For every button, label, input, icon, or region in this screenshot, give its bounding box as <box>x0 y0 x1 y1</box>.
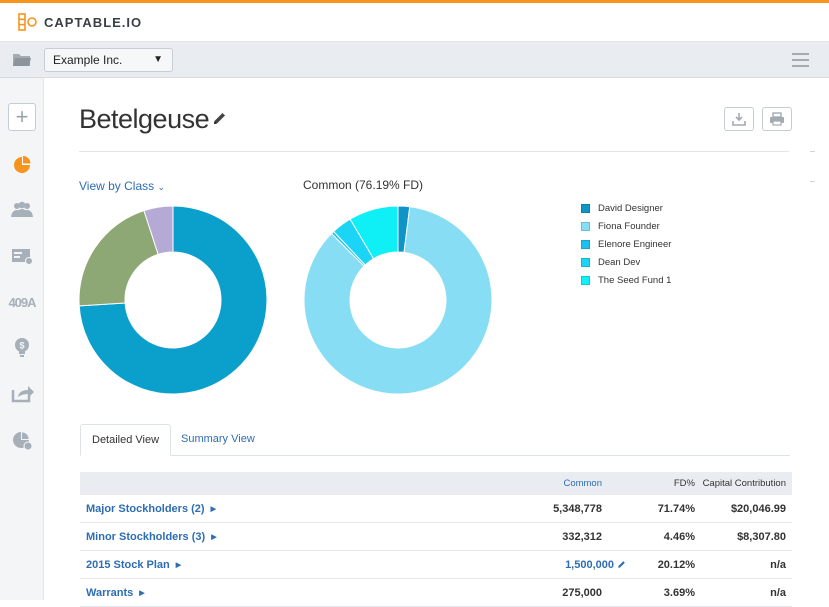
row-capital: $20,046.99 <box>730 503 786 515</box>
svg-text:$: $ <box>19 341 24 351</box>
lightbulb-icon[interactable]: $ <box>8 334 36 362</box>
row-capital: $8,307.80 <box>737 531 786 543</box>
donut-slice[interactable] <box>143 205 174 255</box>
download-icon <box>732 113 746 126</box>
row-fd: 4.46% <box>663 531 695 543</box>
row-fd: 71.74% <box>657 503 695 515</box>
table-row[interactable]: Minor Stockholders (3) ▶ 332,312 4.46% $8… <box>80 523 792 551</box>
legend-swatch <box>581 275 590 285</box>
legend-item[interactable]: David Designer <box>581 199 671 217</box>
title-divider <box>79 151 789 152</box>
pie-clock-icon[interactable] <box>8 426 36 454</box>
company-select[interactable]: Example Inc. ▼ <box>44 48 173 72</box>
column-header-capital: Capital Contribution <box>702 478 786 489</box>
company-select-value: Example Inc. <box>53 53 123 67</box>
page-title: Betelgeuse <box>79 104 210 134</box>
table-row[interactable]: Warrants ▶ 275,000 3.69% n/a <box>80 579 792 607</box>
legend-swatch <box>581 203 590 213</box>
row-common-editable[interactable]: 1,500,000 <box>565 559 614 571</box>
company-bar: Example Inc. ▼ <box>0 42 829 78</box>
print-button[interactable] <box>762 107 792 131</box>
common-chart-label: Common (76.19% FD) <box>303 178 424 192</box>
row-name[interactable]: Warrants ▶ <box>86 587 145 599</box>
legend-label: Dean Dev <box>598 256 641 268</box>
tab-summary-view[interactable]: Summary View <box>181 433 255 445</box>
common-donut-chart[interactable] <box>302 204 494 396</box>
chevron-down-icon: ▼ <box>153 54 163 65</box>
edit-title-icon[interactable] <box>212 111 227 126</box>
legend-swatch <box>581 257 590 267</box>
logo-text: CAPTABLE.IO <box>44 14 143 30</box>
table-row[interactable]: 2015 Stock Plan ▶ 1,500,000 20.12% n/a <box>80 551 792 579</box>
divider-tick <box>810 151 815 152</box>
row-name[interactable]: Minor Stockholders (3) ▶ <box>86 531 217 543</box>
row-fd: 3.69% <box>663 587 695 599</box>
column-header-fd: FD% <box>673 478 695 489</box>
row-common: 332,312 <box>562 531 602 543</box>
legend-label: Elenore Engineer <box>598 238 672 250</box>
legend-item[interactable]: Fiona Founder <box>581 217 671 235</box>
row-name[interactable]: Major Stockholders (2) ▶ <box>86 503 216 515</box>
certificate-icon[interactable] <box>8 242 36 270</box>
table-header: Common FD% Capital Contribution <box>80 472 792 495</box>
cap-table: Common FD% Capital Contribution Major St… <box>80 472 792 607</box>
legend-item[interactable]: The Seed Fund 1 <box>581 271 671 289</box>
chart-legend: David Designer Fiona Founder Elenore Engin… <box>581 199 671 289</box>
legend-swatch <box>581 239 590 249</box>
donut-slice[interactable] <box>78 205 268 395</box>
people-icon[interactable] <box>8 196 36 224</box>
print-icon <box>770 112 784 126</box>
edit-icon[interactable] <box>617 560 626 569</box>
donut-slice[interactable] <box>349 205 399 260</box>
main-content: Betelgeuse View by Class ⌄ Common (76.19… <box>44 78 829 607</box>
view-tabs: Detailed View Summary View <box>80 424 790 456</box>
share-icon[interactable] <box>8 380 36 408</box>
legend-swatch <box>581 221 590 231</box>
sidebar: + 409A $ <box>0 78 44 600</box>
table-row[interactable]: Major Stockholders (2) ▶ 5,348,778 71.74%… <box>80 495 792 523</box>
legend-item[interactable]: Dean Dev <box>581 253 671 271</box>
409a-icon[interactable]: 409A <box>8 294 36 310</box>
row-capital: n/a <box>770 559 786 571</box>
donut-slice[interactable] <box>78 209 159 307</box>
legend-label: The Seed Fund 1 <box>598 274 672 286</box>
row-name[interactable]: 2015 Stock Plan ▶ <box>86 559 182 571</box>
menu-icon[interactable] <box>792 53 809 71</box>
legend-label: David Designer <box>598 202 663 214</box>
row-fd: 20.12% <box>657 559 695 571</box>
download-button[interactable] <box>724 107 754 131</box>
chevron-down-icon: ⌄ <box>157 182 166 192</box>
view-by-label: View by Class <box>79 179 155 193</box>
class-donut-chart[interactable] <box>77 204 269 396</box>
view-by-dropdown[interactable]: View by Class ⌄ <box>79 179 165 193</box>
row-common: 275,000 <box>562 587 602 599</box>
top-bar: CAPTABLE.IO <box>0 0 829 42</box>
row-common: 5,348,778 <box>553 503 602 515</box>
pie-chart-icon[interactable] <box>8 150 36 178</box>
row-capital: n/a <box>770 587 786 599</box>
tab-detailed-view[interactable]: Detailed View <box>80 424 172 456</box>
divider-tick <box>810 181 815 182</box>
folder-icon[interactable] <box>12 51 32 67</box>
legend-item[interactable]: Elenore Engineer <box>581 235 671 253</box>
legend-label: Fiona Founder <box>598 220 660 232</box>
logo-icon <box>18 13 37 31</box>
column-header-common[interactable]: Common <box>563 478 602 489</box>
logo[interactable]: CAPTABLE.IO <box>18 13 142 31</box>
add-icon[interactable]: + <box>8 103 36 131</box>
